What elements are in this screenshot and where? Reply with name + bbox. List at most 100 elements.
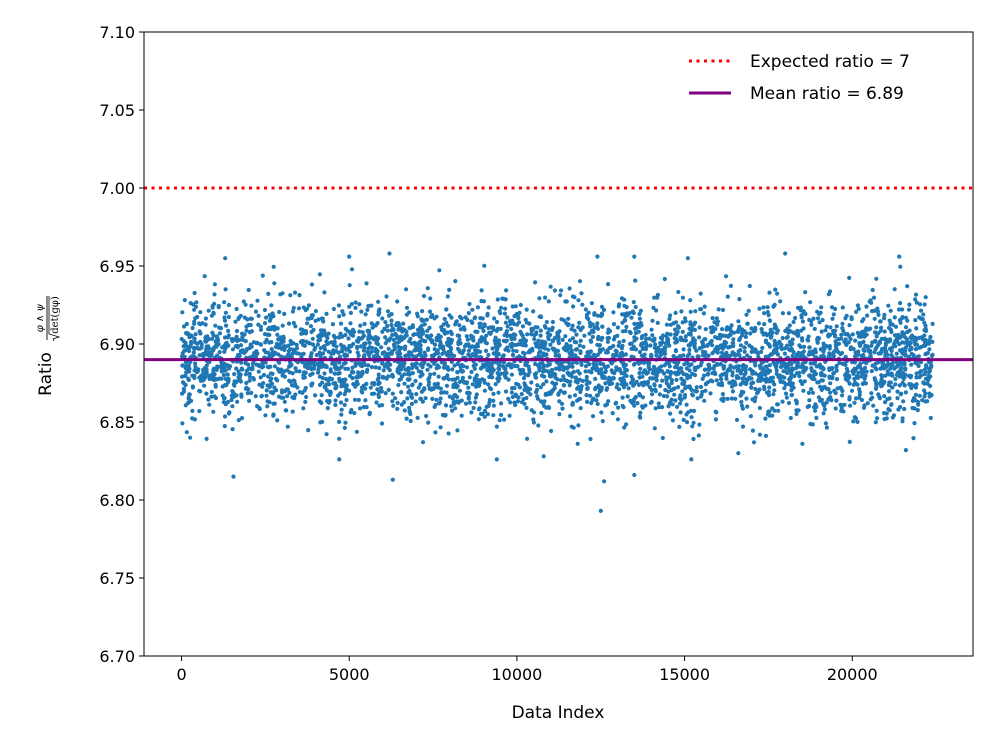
scatter-point: [293, 392, 298, 397]
scatter-point: [840, 388, 845, 394]
scatter-point: [809, 366, 814, 371]
scatter-point: [221, 364, 226, 370]
scatter-point: [715, 319, 721, 324]
scatter-point: [753, 347, 758, 353]
scatter-point: [249, 303, 254, 308]
scatter-point: [882, 416, 887, 422]
scatter-point: [455, 370, 460, 375]
scatter-point: [420, 338, 425, 343]
scatter-point: [496, 379, 501, 384]
scatter-point: [880, 383, 885, 388]
y-tick-label: 6.80: [99, 491, 135, 510]
scatter-point: [710, 379, 715, 384]
scatter-point: [426, 420, 431, 425]
scatter-point: [337, 314, 342, 319]
scatter-point: [425, 328, 430, 333]
scatter-point: [481, 299, 487, 304]
scatter-point: [800, 441, 805, 446]
scatter-point: [823, 421, 829, 426]
scatter-point: [716, 307, 721, 312]
scatter-point: [669, 388, 674, 393]
scatter-point: [652, 383, 657, 388]
scatter-point: [718, 362, 723, 367]
scatter-point: [461, 325, 466, 330]
scatter-point: [597, 371, 602, 376]
scatter-point: [200, 374, 205, 379]
scatter-point: [852, 400, 857, 405]
scatter-point: [791, 319, 796, 325]
scatter-point: [191, 302, 196, 307]
scatter-point: [212, 301, 217, 306]
scatter-point: [862, 348, 867, 353]
scatter-point: [742, 345, 747, 350]
scatter-point: [382, 350, 387, 355]
scatter-point: [807, 398, 812, 403]
scatter-point: [217, 350, 222, 355]
scatter-point: [292, 379, 297, 384]
scatter-point: [346, 336, 351, 341]
scatter-point: [271, 401, 276, 406]
scatter-point: [589, 322, 594, 327]
scatter-point: [319, 400, 324, 405]
scatter-point: [336, 335, 341, 340]
scatter-point: [457, 388, 462, 393]
scatter-point: [767, 377, 772, 382]
scatter-point: [379, 385, 384, 391]
scatter-point: [620, 403, 625, 408]
scatter-point: [761, 305, 766, 310]
scatter-point: [680, 329, 685, 334]
scatter-point: [422, 322, 427, 327]
scatter-point: [288, 293, 293, 298]
scatter-point: [910, 405, 915, 411]
scatter-point: [247, 398, 252, 403]
scatter-point: [226, 302, 231, 308]
scatter-point: [790, 341, 795, 346]
scatter-point: [728, 332, 733, 337]
scatter-point: [688, 332, 693, 337]
scatter-point: [339, 349, 344, 354]
x-axis-label: Data Index: [512, 703, 605, 723]
scatter-point: [660, 435, 665, 441]
scatter-point: [341, 312, 346, 317]
scatter-point: [855, 303, 861, 308]
scatter-point: [418, 396, 423, 402]
scatter-point: [184, 364, 189, 369]
scatter-point: [573, 347, 579, 352]
scatter-point: [627, 311, 632, 316]
scatter-point: [702, 373, 707, 378]
scatter-point: [784, 395, 790, 400]
scatter-point: [305, 316, 310, 321]
scatter-point: [301, 305, 306, 310]
scatter-point: [437, 343, 443, 348]
scatter-point: [493, 335, 498, 340]
scatter-point: [691, 408, 697, 413]
scatter-point: [453, 279, 458, 284]
scatter-point: [738, 343, 744, 348]
scatter-point: [606, 335, 612, 341]
scatter-point: [733, 396, 738, 401]
scatter-point: [494, 424, 499, 429]
scatter-point: [566, 370, 571, 375]
scatter-point: [872, 350, 877, 355]
scatter-point: [675, 362, 680, 367]
scatter-point: [903, 366, 908, 371]
scatter-point: [414, 392, 419, 397]
scatter-point: [762, 384, 767, 389]
scatter-point: [515, 399, 521, 404]
scatter-point: [780, 379, 785, 384]
scatter-point: [497, 363, 502, 368]
scatter-point: [276, 352, 281, 357]
scatter-point: [746, 308, 751, 313]
scatter-point: [588, 436, 593, 442]
scatter-point: [360, 330, 365, 335]
scatter-point: [886, 407, 891, 412]
scatter-point: [285, 394, 290, 399]
scatter-point: [681, 417, 686, 422]
scatter-point: [593, 376, 598, 381]
scatter-point: [895, 396, 900, 401]
scatter-point: [181, 386, 186, 391]
scatter-point: [719, 377, 724, 382]
scatter-point: [417, 346, 422, 351]
scatter-point: [374, 354, 379, 359]
scatter-point: [399, 402, 404, 407]
